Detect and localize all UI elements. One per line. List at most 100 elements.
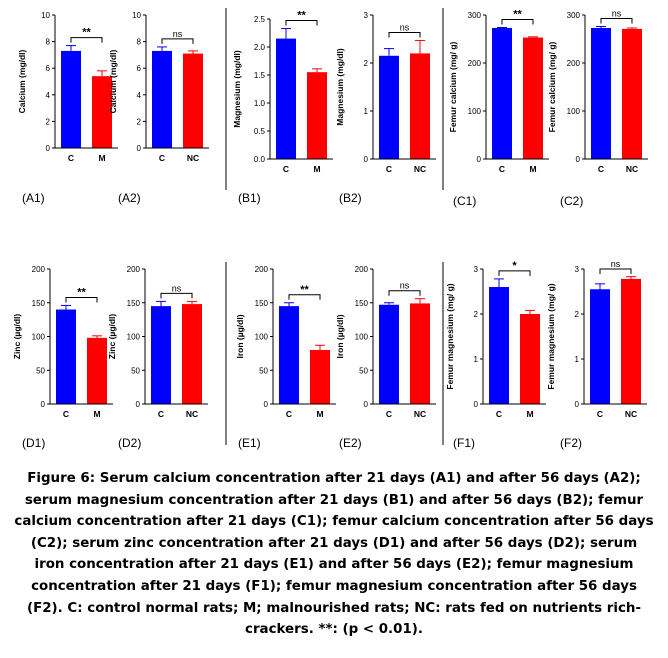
y-tick-label: 1 <box>474 355 479 364</box>
y-tick-label: 100 <box>127 333 141 342</box>
y-tick-label: 0 <box>364 400 369 409</box>
y-tick-label: 100 <box>468 107 482 116</box>
bar-C <box>590 289 610 404</box>
y-tick-label: 2 <box>575 310 580 319</box>
y-tick-label: 3 <box>364 11 369 20</box>
category-label: M <box>98 153 105 163</box>
significance-label: ns <box>612 9 622 19</box>
y-tick-label: 1.0 <box>254 99 266 108</box>
y-tick-label: 300 <box>567 11 581 20</box>
y-tick-label: 50 <box>131 366 140 375</box>
chart-F1: 0 1 2 3 C M * Femur magnesium (mg/ g) (F1) <box>445 260 546 450</box>
panel-label: (C2) <box>560 194 583 208</box>
chart-B1: 0.0 0.5 1.0 1.5 2.0 2.5 C M ** Magnesium (mg/dl) (… <box>232 10 333 205</box>
panel-label: (B2) <box>339 191 362 205</box>
y-tick-label: 2.5 <box>254 15 266 24</box>
bar-M <box>310 350 330 404</box>
bar-C <box>379 304 399 404</box>
panel-label: (F1) <box>453 436 475 450</box>
chart-C2: 0 100 200 300 C NC ns Femur calcium (mg/ g) (C2) <box>547 9 648 208</box>
significance-label: ns <box>400 22 410 32</box>
y-tick-label: 4 <box>46 91 51 100</box>
y-tick-label: 10 <box>132 11 141 20</box>
bar-NC <box>182 304 202 404</box>
y-tick-label: 0 <box>575 400 580 409</box>
chart-C1: 0 100 200 300 C M ** Femur calcium (mg/ g) (C1) <box>448 8 549 208</box>
y-tick-label: 0 <box>477 155 482 164</box>
y-tick-label: 100 <box>32 333 46 342</box>
y-tick-label: 0 <box>137 144 142 153</box>
y-tick-label: 1 <box>575 355 580 364</box>
y-tick-label: 6 <box>137 64 142 73</box>
panel-label: (F2) <box>560 436 582 450</box>
y-axis-label: Calcium (mg/dl) <box>108 49 118 113</box>
category-label: C <box>499 164 505 174</box>
category-label: C <box>597 409 603 419</box>
significance-label: ** <box>300 284 309 296</box>
y-tick-label: 1 <box>364 107 369 116</box>
bar-C <box>279 306 299 404</box>
category-label: C <box>496 409 502 419</box>
category-label: NC <box>187 153 199 163</box>
panel-label: (E1) <box>238 436 261 450</box>
chart-D2: 0 50 100 150 200 C NC ns Zinc (µg/dl) (D2) <box>107 265 208 450</box>
y-tick-label: 150 <box>355 299 369 308</box>
significance-label: ns <box>173 29 183 39</box>
y-tick-label: 0 <box>364 155 369 164</box>
chart-E1: 0 50 100 150 200 C M ** Iron (µg/dl) (E1) <box>235 265 336 450</box>
y-tick-label: 6 <box>46 64 51 73</box>
bar-NC <box>622 28 642 160</box>
y-axis-label: Femur calcium (mg/ g) <box>547 41 557 132</box>
bar-M <box>520 314 540 404</box>
y-tick-label: 3 <box>474 265 479 274</box>
significance-bracket <box>388 290 421 296</box>
bar-M <box>92 76 112 148</box>
significance-bracket <box>599 268 632 274</box>
y-tick-label: 50 <box>359 366 368 375</box>
y-tick-label: 0 <box>576 155 581 164</box>
y-axis-label: Zinc (µg/dl) <box>107 314 117 360</box>
category-label: C <box>158 409 164 419</box>
bar-NC <box>410 303 430 404</box>
significance-bracket <box>65 296 98 303</box>
significance-label: ns <box>400 281 410 291</box>
category-label: C <box>598 164 604 174</box>
y-axis-label: Magnesium (mg/dl) <box>335 48 345 126</box>
bar-C <box>151 306 171 404</box>
category-label: NC <box>414 164 426 174</box>
y-axis-label: Femur magnesium (mg/ g) <box>445 283 455 389</box>
significance-bracket <box>285 20 318 26</box>
y-tick-label: 50 <box>36 366 45 375</box>
bar-C <box>489 287 509 404</box>
y-tick-label: 0.0 <box>254 155 266 164</box>
significance-bracket <box>161 38 194 44</box>
category-label: NC <box>186 409 198 419</box>
category-label: M <box>316 409 323 419</box>
category-label: NC <box>625 409 637 419</box>
y-tick-label: 200 <box>468 59 482 68</box>
y-tick-label: 8 <box>137 38 142 47</box>
category-label: M <box>93 409 100 419</box>
y-tick-label: 300 <box>468 11 482 20</box>
chart-E2: 0 50 100 150 200 C NC ns Iron (µg/dl) (E2) <box>335 265 436 450</box>
significance-bracket <box>501 18 534 25</box>
bar-C <box>276 38 296 159</box>
panel-label: (E2) <box>339 436 362 450</box>
y-tick-label: 100 <box>567 107 581 116</box>
significance-bracket <box>498 270 531 276</box>
significance-bracket <box>160 292 193 299</box>
y-tick-label: 200 <box>32 265 46 274</box>
category-label: C <box>159 153 165 163</box>
category-label: NC <box>626 164 638 174</box>
panel-label: (A1) <box>22 191 45 205</box>
y-tick-label: 2 <box>474 310 479 319</box>
panel-label: (D2) <box>118 436 141 450</box>
panel-label: (A2) <box>118 191 141 205</box>
bar-NC <box>183 53 203 148</box>
panel-label: (D1) <box>22 436 45 450</box>
y-tick-label: 100 <box>355 333 369 342</box>
y-tick-label: 0 <box>474 400 479 409</box>
y-axis-label: Iron (µg/dl) <box>235 314 245 358</box>
chart-B2: 0 1 2 3 C NC ns Magnesium (mg/dl) (B2) <box>335 11 436 205</box>
panel-label: (C1) <box>453 194 476 208</box>
